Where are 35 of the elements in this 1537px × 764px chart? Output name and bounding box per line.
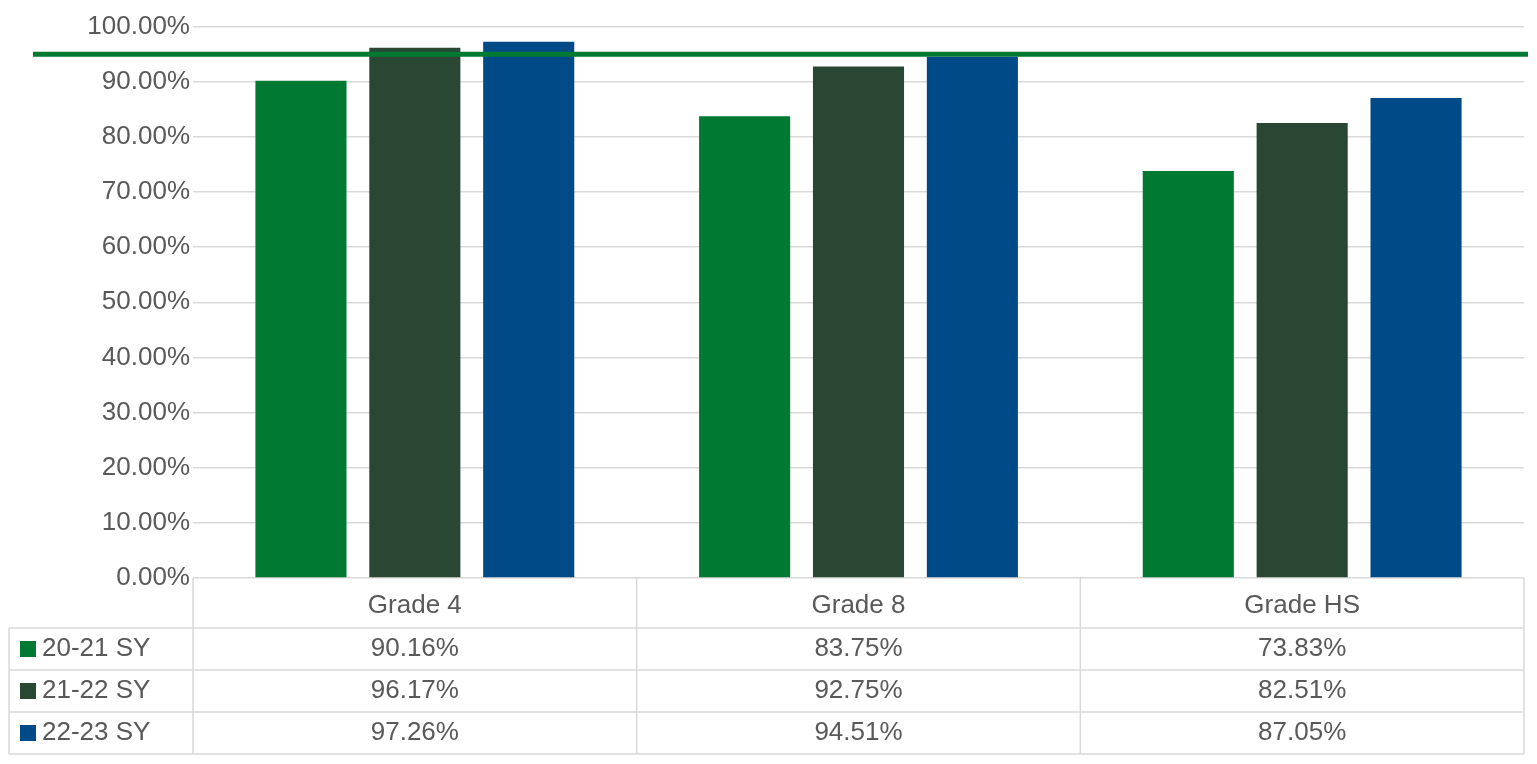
y-tick-label: 30.00% [101, 395, 190, 426]
legend-label: 21-22 SY [42, 674, 151, 705]
data-label: 92.75% [814, 674, 903, 705]
y-tick-label: 100.00% [87, 9, 190, 40]
legend-label: 20-21 SY [42, 632, 151, 663]
x-tick-label: Grade 4 [367, 588, 462, 619]
bar [483, 41, 575, 578]
data-label: 90.16% [370, 632, 459, 663]
bar [812, 66, 905, 578]
y-tick-label: 0.00% [116, 561, 190, 592]
data-label: 73.83% [1258, 632, 1347, 663]
bar [1370, 98, 1462, 578]
y-tick-label: 80.00% [101, 120, 190, 151]
y-tick-label: 40.00% [101, 340, 190, 371]
data-label: 97.26% [370, 716, 459, 747]
y-tick-label: 70.00% [101, 175, 190, 206]
bar [1142, 170, 1234, 578]
x-tick-label: Grade HS [1244, 588, 1360, 619]
data-label: 87.05% [1258, 716, 1347, 747]
y-tick-label: 50.00% [101, 285, 190, 316]
bar [699, 116, 791, 578]
bar [1256, 123, 1348, 578]
y-tick-label: 10.00% [101, 506, 190, 537]
y-tick-label: 90.00% [101, 64, 190, 95]
bar [369, 47, 461, 578]
data-label: 94.51% [814, 716, 903, 747]
bar [926, 56, 1018, 578]
data-label: 82.51% [1258, 674, 1347, 705]
x-tick-label: Grade 8 [811, 588, 906, 619]
y-tick-label: 60.00% [101, 230, 190, 261]
bar [255, 80, 347, 578]
data-label: 96.17% [370, 674, 459, 705]
legend-label: 22-23 SY [42, 716, 151, 747]
data-label: 83.75% [814, 632, 903, 663]
y-tick-label: 20.00% [101, 450, 190, 481]
